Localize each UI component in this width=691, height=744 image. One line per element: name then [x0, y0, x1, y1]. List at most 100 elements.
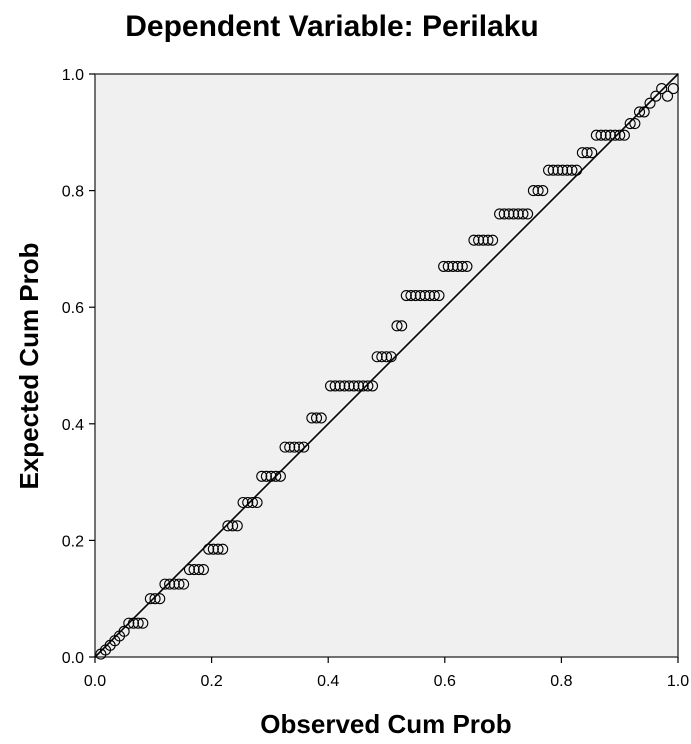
data-point [231, 520, 243, 532]
data-point [352, 380, 365, 392]
y-tick-label: 0.8 [62, 184, 84, 201]
data-point [543, 164, 555, 176]
y-tick-label: 1.0 [62, 67, 84, 84]
data-point [391, 320, 403, 332]
data-point [265, 470, 277, 482]
data-point [503, 208, 515, 220]
data-point [197, 563, 209, 576]
data-point [242, 496, 254, 509]
data-point [557, 164, 569, 176]
y-axis-label: Expected Cum Prob [14, 242, 44, 489]
data-point [207, 543, 219, 555]
data-point [329, 380, 341, 392]
data-point [396, 320, 408, 332]
data-point [357, 380, 369, 392]
data-point [571, 164, 583, 176]
data-point [274, 470, 286, 482]
chart-title: Dependent Variable: Perilaku [125, 10, 538, 43]
x-tick-label: 0.6 [434, 673, 456, 690]
data-point [298, 441, 310, 453]
data-point [217, 543, 229, 555]
x-axis-label: Observed Cum Prob [260, 709, 511, 739]
x-tick-label: 0.0 [84, 673, 106, 690]
data-point [168, 578, 180, 590]
data-point [633, 106, 646, 118]
data-point [547, 164, 559, 176]
data-point [561, 164, 573, 176]
data-point [609, 129, 621, 141]
data-point [137, 617, 149, 629]
y-tick-label: 0.2 [62, 533, 84, 550]
data-point [494, 208, 506, 220]
data-point [193, 563, 205, 576]
data-point [624, 118, 636, 130]
data-point [159, 578, 171, 590]
data-point [293, 441, 305, 453]
data-point [452, 260, 464, 272]
data-point [468, 234, 480, 246]
data-point [154, 593, 166, 605]
data-point [222, 520, 234, 532]
data-point [338, 380, 351, 392]
data-point [188, 563, 200, 576]
data-point [334, 380, 346, 392]
x-axis: 0.0 0.2 0.4 0.6 0.8 1.0 [84, 657, 689, 690]
data-point [667, 83, 679, 95]
data-point [246, 496, 258, 509]
data-point [149, 593, 161, 605]
data-point [508, 208, 520, 220]
data-point [419, 289, 431, 302]
data-point [251, 496, 263, 509]
data-point [552, 164, 564, 176]
y-tick-label: 0.6 [62, 300, 84, 317]
data-point [482, 234, 494, 246]
data-point [284, 441, 296, 453]
data-point [183, 563, 195, 576]
data-point [527, 185, 539, 197]
data-point [487, 234, 499, 246]
data-point [532, 185, 544, 197]
data-point [604, 129, 616, 141]
data-point [315, 412, 327, 424]
data-point [442, 260, 454, 272]
y-tick-label: 0.4 [62, 417, 84, 434]
data-point [362, 380, 374, 392]
data-point [380, 351, 393, 363]
data-point [517, 208, 529, 220]
data-point [576, 147, 588, 159]
data-point [376, 351, 388, 363]
data-point [132, 617, 144, 629]
x-tick-label: 0.4 [317, 673, 339, 690]
data-point [227, 520, 239, 532]
data-point [590, 129, 602, 141]
data-point [638, 106, 650, 118]
data-point [237, 496, 249, 509]
data-point [600, 129, 612, 141]
data-point [256, 470, 268, 482]
data-point [118, 625, 130, 637]
data-point [164, 578, 176, 590]
data-point [366, 380, 379, 392]
data-point [400, 289, 412, 302]
x-tick-label: 0.8 [550, 673, 572, 690]
data-point [385, 351, 397, 363]
data-point [566, 164, 578, 176]
data-point [433, 289, 445, 302]
data-point [260, 470, 272, 482]
data-point [661, 90, 674, 102]
data-point [306, 412, 318, 424]
data-point [203, 543, 215, 555]
data-point [447, 260, 459, 272]
data-point [473, 234, 485, 246]
data-point [343, 380, 355, 392]
data-point [656, 83, 668, 95]
data-point [212, 543, 224, 555]
data-point [310, 412, 323, 424]
data-point [173, 578, 185, 590]
reference-line [94, 73, 679, 658]
data-point [537, 185, 549, 197]
data-point [270, 470, 282, 482]
data-point [324, 380, 337, 392]
data-point [522, 208, 534, 220]
data-point [629, 118, 641, 130]
